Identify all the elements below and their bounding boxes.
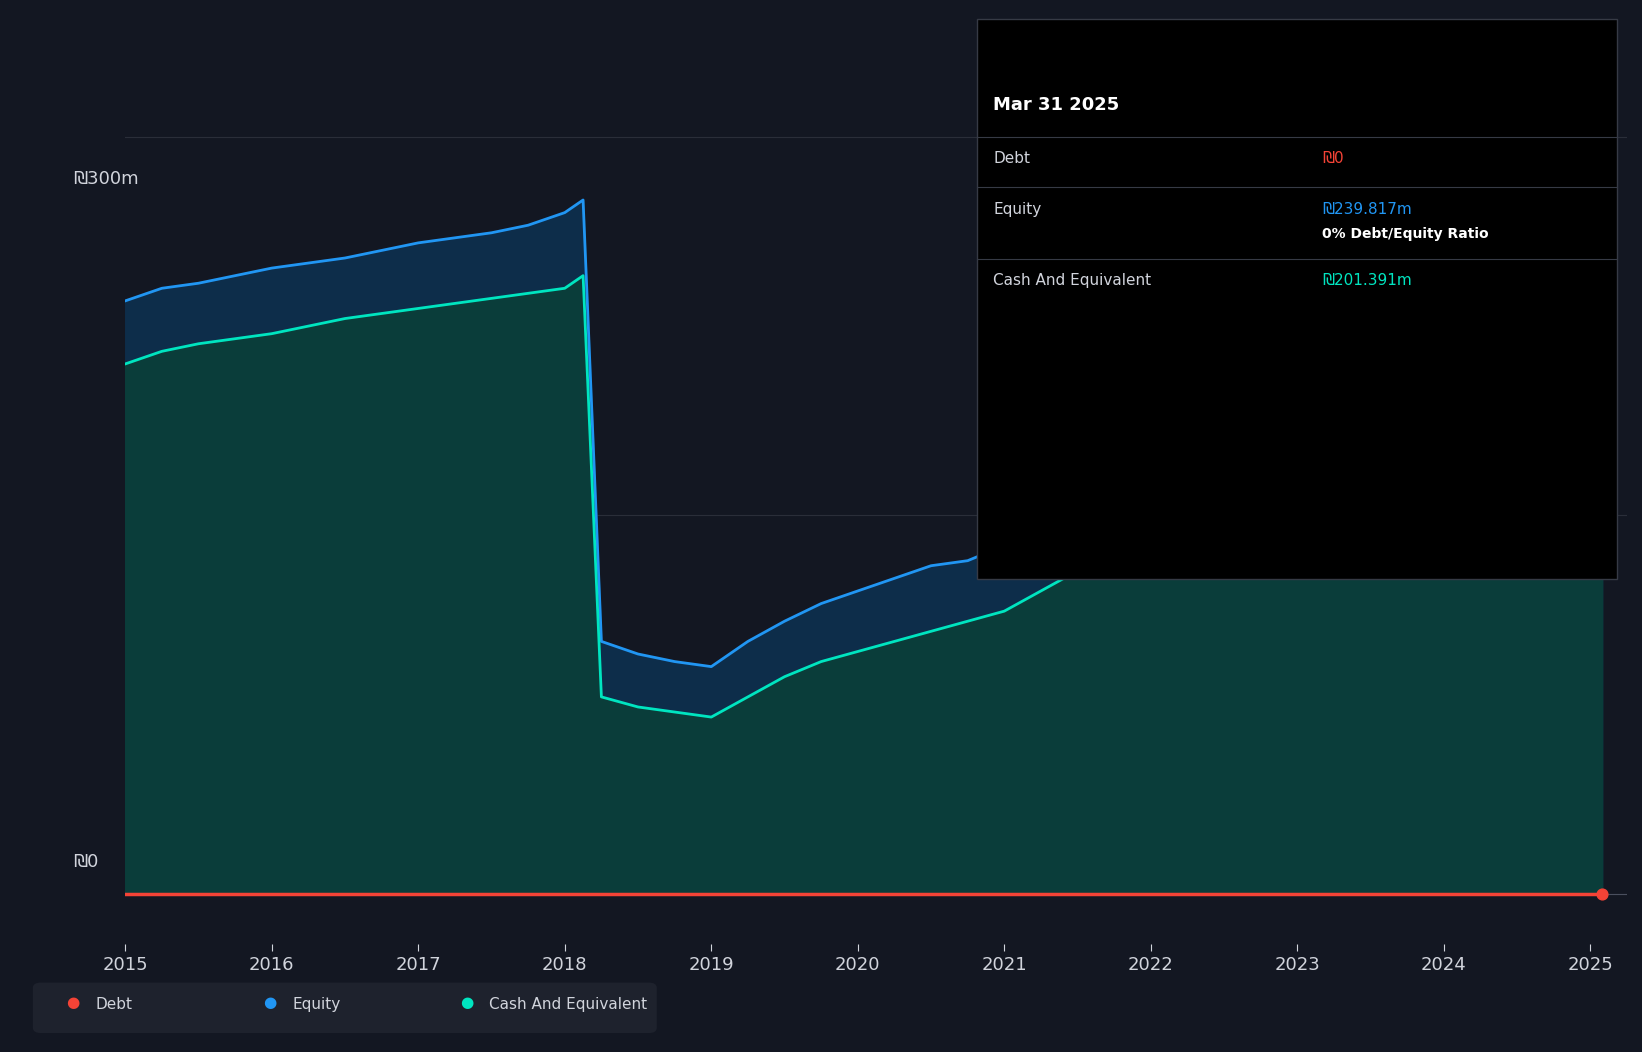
Text: ●: ● <box>66 995 79 1010</box>
Text: ●: ● <box>460 995 473 1010</box>
Text: ₪201.391m: ₪201.391m <box>1322 274 1412 288</box>
Text: Debt: Debt <box>993 151 1031 166</box>
Text: Cash And Equivalent: Cash And Equivalent <box>489 997 647 1012</box>
Text: Equity: Equity <box>292 997 340 1012</box>
Text: Cash And Equivalent: Cash And Equivalent <box>993 274 1151 288</box>
Text: ₪300m: ₪300m <box>72 170 138 188</box>
Text: 0% Debt/Equity Ratio: 0% Debt/Equity Ratio <box>1322 227 1488 241</box>
Point <box>1589 378 1616 394</box>
Text: ₪0: ₪0 <box>72 853 99 871</box>
Text: Mar 31 2025: Mar 31 2025 <box>993 97 1120 115</box>
Text: Equity: Equity <box>993 202 1041 217</box>
Text: Debt: Debt <box>95 997 133 1012</box>
Text: ₪0: ₪0 <box>1322 151 1343 166</box>
Point <box>1589 885 1616 902</box>
Point <box>1589 280 1616 297</box>
Text: ●: ● <box>263 995 276 1010</box>
Text: ₪239.817m: ₪239.817m <box>1322 202 1412 217</box>
